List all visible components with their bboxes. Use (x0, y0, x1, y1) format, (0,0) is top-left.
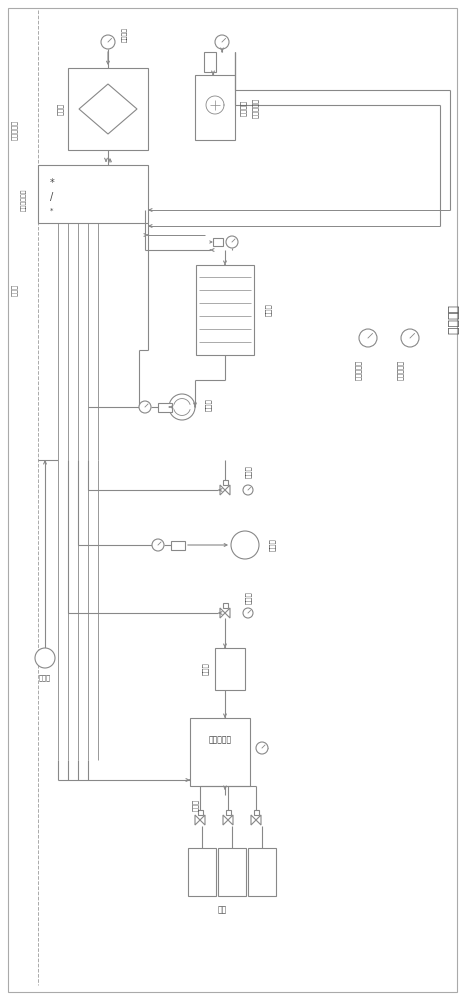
Bar (158, 402, 172, 412)
Polygon shape (195, 815, 200, 825)
Circle shape (226, 236, 238, 248)
Bar (38, 165, 148, 223)
Polygon shape (220, 485, 225, 495)
Bar (204, 52, 216, 72)
Bar (226, 810, 231, 815)
Text: *: * (50, 208, 53, 214)
Text: 压力传感器: 压力传感器 (397, 360, 403, 380)
Text: 一次变频: 一次变频 (122, 27, 128, 42)
Text: 屈空电: 屈空电 (245, 592, 251, 604)
Text: 气体混配仪: 气体混配仪 (208, 736, 232, 744)
Polygon shape (223, 815, 228, 825)
Circle shape (139, 401, 151, 413)
Polygon shape (200, 815, 205, 825)
Bar (38, 200, 456, 458)
Bar (213, 238, 223, 246)
Text: 排水泵: 排水泵 (39, 675, 51, 681)
Circle shape (401, 329, 419, 347)
Circle shape (359, 329, 377, 347)
Text: 信号采集系统: 信号采集系统 (21, 189, 27, 211)
Text: 氪气发生器: 氪气发生器 (252, 98, 258, 117)
Circle shape (169, 394, 195, 420)
Text: 加湿器: 加湿器 (245, 466, 251, 478)
Text: 控制柜: 控制柜 (11, 284, 17, 296)
Circle shape (35, 648, 55, 668)
Bar (222, 480, 227, 485)
Circle shape (256, 742, 268, 754)
Text: 压缩机: 压缩机 (57, 103, 63, 115)
Bar (171, 540, 185, 550)
Bar (68, 68, 148, 150)
Circle shape (243, 485, 253, 495)
Text: /: / (50, 192, 53, 202)
Polygon shape (256, 815, 261, 825)
Circle shape (215, 35, 229, 49)
Polygon shape (251, 815, 256, 825)
Bar (248, 848, 276, 896)
Text: 屈空电热: 屈空电热 (239, 100, 246, 115)
Text: 加热器: 加热器 (205, 399, 211, 411)
Circle shape (101, 35, 115, 49)
Text: 压力传感器: 压力传感器 (355, 360, 361, 380)
Bar (196, 265, 254, 355)
Text: 密封筱体: 密封筱体 (445, 305, 458, 335)
Bar (190, 718, 250, 786)
Polygon shape (225, 608, 230, 618)
Text: 芯片机控制: 芯片机控制 (11, 120, 17, 140)
Polygon shape (220, 608, 225, 618)
Text: 气罐: 气罐 (217, 906, 226, 914)
Bar (215, 648, 245, 690)
Polygon shape (228, 815, 233, 825)
Text: 海水泵: 海水泵 (269, 539, 275, 551)
Bar (188, 848, 216, 896)
Circle shape (243, 608, 253, 618)
Text: 减压阀: 减压阀 (192, 799, 198, 811)
Circle shape (152, 539, 164, 551)
Text: 冷冻器: 冷冻器 (265, 304, 271, 316)
Polygon shape (225, 485, 230, 495)
Bar (195, 75, 235, 140)
Bar (253, 810, 259, 815)
Bar (218, 848, 246, 896)
Text: 缓冲罐: 缓冲罐 (202, 663, 208, 675)
Bar (198, 810, 202, 815)
Bar (222, 603, 227, 608)
Text: *: * (50, 178, 55, 188)
Polygon shape (79, 84, 137, 134)
Circle shape (231, 531, 259, 559)
